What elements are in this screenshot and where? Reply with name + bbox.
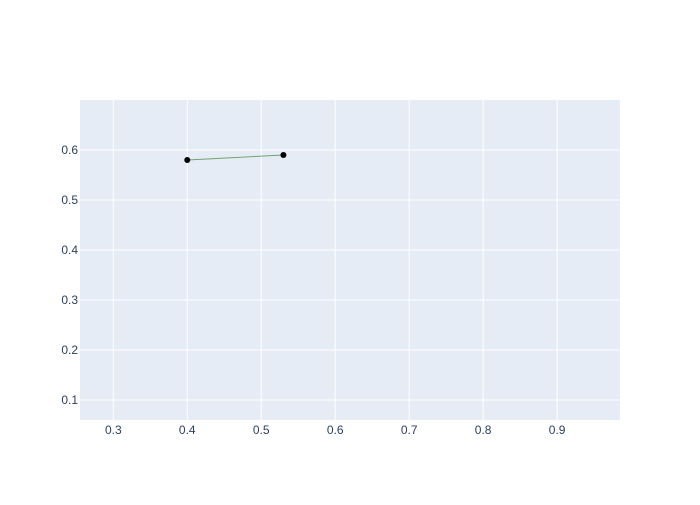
x-tick-label: 0.9: [549, 423, 566, 437]
y-axis-tick-labels: 0.1 0.2 0.3 0.4 0.5 0.6: [61, 143, 78, 407]
x-axis-tick-labels: 0.3 0.4 0.5 0.6 0.7 0.8 0.9: [105, 423, 566, 437]
y-tick-label: 0.3: [61, 293, 78, 307]
x-tick-label: 0.5: [253, 423, 270, 437]
plot-area: [80, 100, 620, 420]
data-point[interactable]: [184, 157, 191, 163]
y-tick-label: 0.2: [61, 343, 78, 357]
x-tick-label: 0.8: [475, 423, 492, 437]
series-line: [187, 154, 284, 161]
y-tick-label: 0.4: [61, 243, 78, 257]
x-tick-label: 0.6: [327, 423, 344, 437]
x-tick-label: 0.4: [179, 423, 196, 437]
y-tick-label: 0.6: [61, 143, 78, 157]
x-tick-label: 0.3: [105, 423, 122, 437]
x-tick-label: 0.7: [401, 423, 418, 437]
data-point[interactable]: [280, 152, 287, 158]
gridlines: [80, 100, 620, 420]
y-tick-label: 0.5: [61, 193, 78, 207]
y-tick-label: 0.1: [61, 393, 78, 407]
series-layer: [184, 152, 287, 163]
